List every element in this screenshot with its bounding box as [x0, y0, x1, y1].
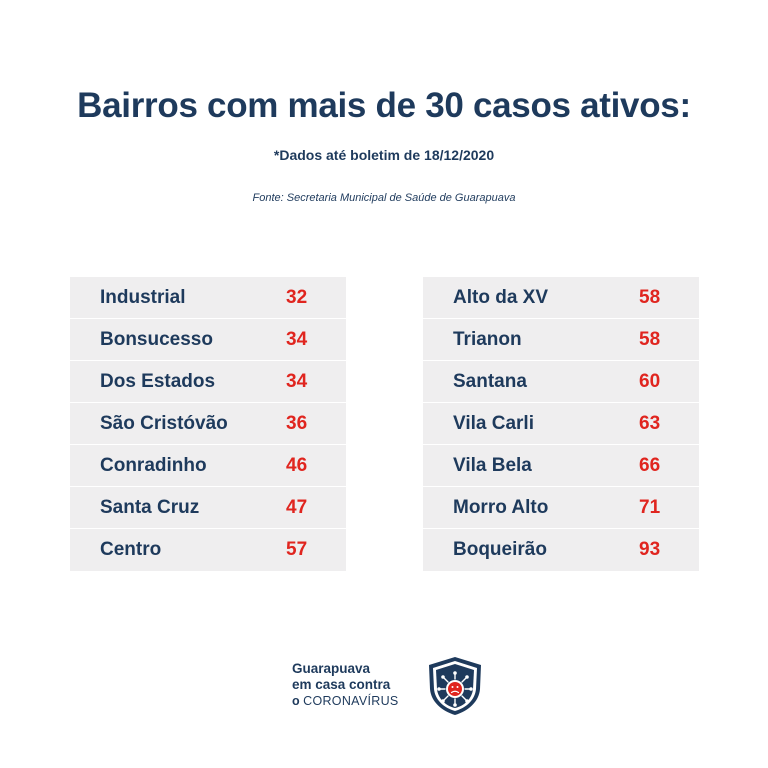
- neighborhood-name: Boqueirão: [453, 539, 547, 560]
- table-row: Bonsucesso 34: [70, 319, 346, 361]
- table-row: São Cristóvão 36: [70, 403, 346, 445]
- table-row: Morro Alto 71: [423, 487, 699, 529]
- table-row: Vila Bela 66: [423, 445, 699, 487]
- case-count: 47: [286, 497, 308, 518]
- table-row: Boqueirão 93: [423, 529, 699, 571]
- case-count: 71: [639, 497, 661, 518]
- neighborhood-name: Alto da XV: [453, 287, 549, 308]
- table-row: Santa Cruz 47: [70, 487, 346, 529]
- table-row: Industrial 32: [70, 277, 346, 319]
- neighborhoods-table-right: Alto da XV 58 Trianon 58 Santana 60 Vila…: [423, 277, 699, 571]
- case-count: 60: [639, 371, 661, 392]
- case-count: 58: [639, 287, 661, 308]
- table-row: Vila Carli 63: [423, 403, 699, 445]
- case-count: 58: [639, 329, 661, 350]
- logo-line-city: Guarapuava: [292, 661, 371, 676]
- neighborhood-name: Dos Estados: [100, 371, 216, 392]
- case-count: 36: [286, 413, 308, 434]
- neighborhood-name: Industrial: [100, 287, 186, 308]
- case-count: 57: [286, 539, 308, 560]
- table-row: Conradinho 46: [70, 445, 346, 487]
- logo-line-slogan: em casa contra: [292, 677, 391, 692]
- neighborhood-name: Bonsucesso: [100, 329, 213, 350]
- neighborhood-name: Santa Cruz: [100, 497, 200, 518]
- neighborhoods-table-left: Industrial 32 Bonsucesso 34 Dos Estados …: [70, 277, 346, 571]
- table-row: Santana 60: [423, 361, 699, 403]
- page-title: Bairros com mais de 30 casos ativos:: [77, 86, 691, 125]
- case-count: 34: [286, 371, 308, 392]
- shield-virus-icon: [429, 657, 481, 715]
- neighborhood-name: Santana: [453, 371, 527, 392]
- case-count: 63: [639, 413, 661, 434]
- logo-article: o: [292, 694, 300, 708]
- logo-text: Guarapuava em casa contra o CORONAVÍRUS: [292, 661, 399, 710]
- table-row: Dos Estados 34: [70, 361, 346, 403]
- neighborhood-name: Vila Bela: [453, 455, 532, 476]
- table-row: Alto da XV 58: [423, 277, 699, 319]
- table-row: Trianon 58: [423, 319, 699, 361]
- neighborhood-name: São Cristóvão: [100, 413, 228, 434]
- neighborhood-name: Centro: [100, 539, 162, 560]
- logo-coronavirus: CORONAVÍRUS: [303, 694, 399, 708]
- case-count: 66: [639, 455, 661, 476]
- table-row: Centro 57: [70, 529, 346, 571]
- neighborhood-name: Vila Carli: [453, 413, 534, 434]
- case-count: 34: [286, 329, 308, 350]
- case-count: 46: [286, 455, 308, 476]
- data-date-note: *Dados até boletim de 18/12/2020: [273, 147, 495, 163]
- case-count: 32: [286, 287, 308, 308]
- campaign-logo: Guarapuava em casa contra o CORONAVÍRUS: [292, 655, 492, 719]
- neighborhood-name: Conradinho: [100, 455, 207, 476]
- logo-line-corona: o CORONAVÍRUS: [292, 693, 399, 710]
- source-note: Fonte: Secretaria Municipal de Saúde de …: [252, 192, 516, 204]
- case-count: 93: [639, 539, 661, 560]
- neighborhood-name: Morro Alto: [453, 497, 549, 518]
- neighborhood-name: Trianon: [453, 329, 522, 350]
